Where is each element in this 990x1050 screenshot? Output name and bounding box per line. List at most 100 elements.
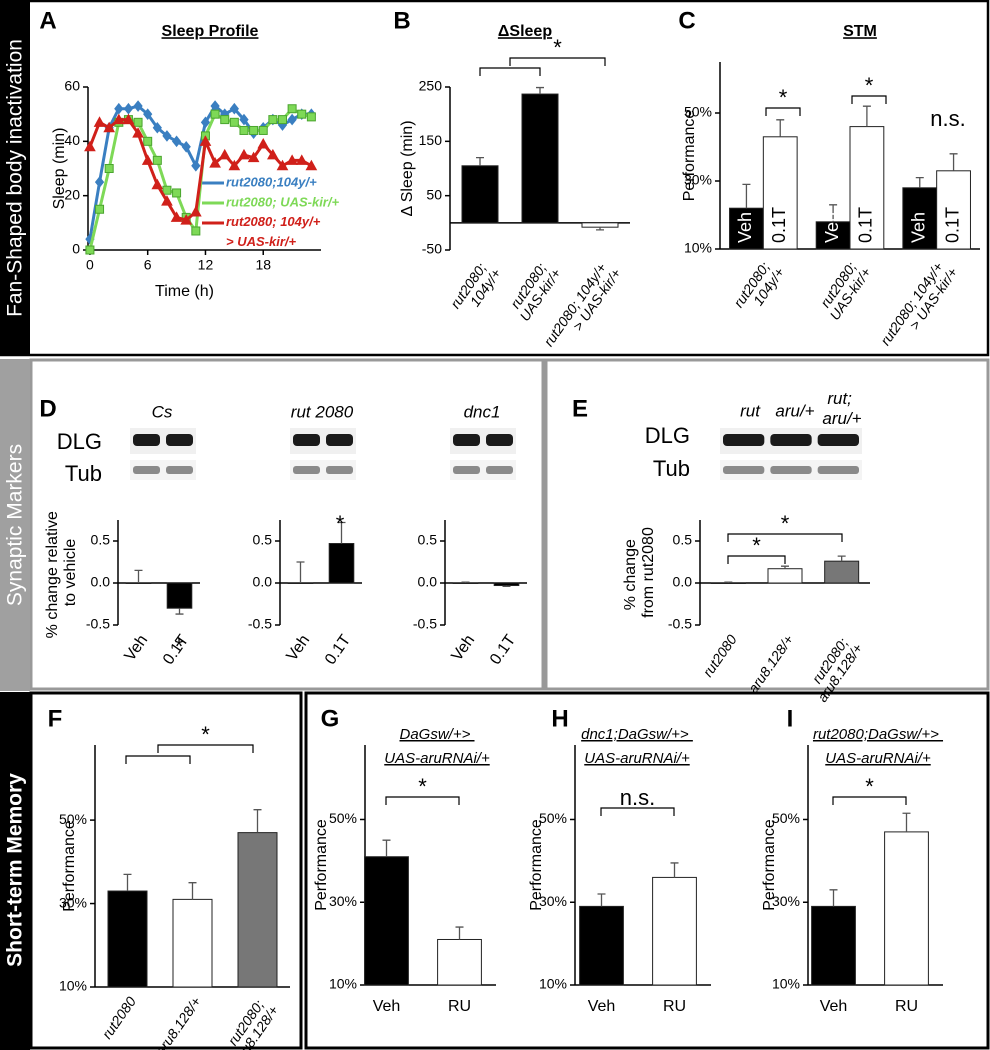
legend-label: rut2080; 104y/+ > UAS-kir/+ (226, 214, 324, 249)
blot-band (817, 466, 859, 474)
error-bar (455, 926, 464, 940)
marker (141, 154, 154, 165)
marker (238, 148, 250, 160)
blot-band (723, 434, 765, 446)
x-tick-label: rut2080; UAS-kir/+ (814, 256, 874, 323)
y-tick-label: 50% (772, 810, 800, 826)
x-tick-label: 0 (86, 257, 94, 273)
x-tick-label: Veh (820, 998, 848, 1015)
blot-band (486, 434, 513, 446)
significance-label: * (418, 774, 427, 799)
blot-band (326, 434, 353, 446)
blot-band (453, 466, 480, 474)
marker (85, 245, 95, 255)
y-tick-label: -0.5 (668, 616, 692, 632)
x-tick-label: RU (663, 998, 686, 1015)
x-tick-label: 6 (144, 257, 152, 273)
y-tick-label: 30% (539, 893, 567, 909)
bar (237, 832, 278, 988)
bracket (125, 755, 191, 764)
y-tick-label: 50% (539, 810, 567, 826)
blot-band (723, 466, 765, 474)
panel-letter: H (551, 705, 568, 732)
error-bar (123, 873, 132, 892)
marker (132, 127, 144, 138)
bar (521, 93, 559, 224)
y-axis-label: Performance (61, 820, 78, 912)
error-bar (837, 555, 846, 562)
marker (94, 176, 105, 188)
side-band (0, 692, 30, 1050)
marker (161, 195, 173, 206)
panel-letter: I (787, 705, 794, 732)
marker (170, 211, 183, 222)
significance-label: * (781, 511, 790, 536)
error-bar (175, 608, 184, 615)
blot-band (770, 434, 812, 446)
marker (249, 125, 259, 135)
significance-label: * (779, 85, 788, 110)
blot-row-label: DLG (645, 423, 690, 448)
panel-letter: G (321, 705, 340, 732)
y-axis-label: Performance (313, 819, 330, 911)
error-bar (461, 581, 470, 583)
x-tick-label: RU (448, 998, 471, 1015)
bar (364, 856, 409, 986)
chart-title: ΔSleep (498, 23, 552, 40)
marker (93, 116, 106, 127)
y-tick-label: -0.5 (413, 616, 437, 632)
marker (162, 130, 172, 142)
error-bar (596, 227, 604, 231)
x-tick-label: Veh (448, 632, 478, 664)
x-tick-label: 0.1T (487, 632, 519, 668)
marker (123, 102, 134, 115)
bar (581, 222, 619, 228)
y-axis-label: % change relative to vehicle (44, 507, 79, 639)
error-bar (902, 812, 911, 832)
y-axis-label: Performance (681, 110, 698, 202)
bar (824, 560, 860, 584)
chart-title: dnc1;DaGsw/+> UAS-aruRNAi/+ (581, 726, 693, 767)
lane-label: rut (740, 401, 761, 420)
marker (228, 159, 241, 171)
bar (493, 582, 520, 587)
y-tick-label: 60 (64, 78, 80, 94)
y-tick-label: 30% (59, 894, 87, 910)
y-tick-label: 40 (64, 132, 80, 148)
error-bar (776, 119, 785, 137)
error-bar (829, 889, 838, 907)
bar-label: 0.1T (942, 207, 962, 243)
y-tick-label: 50 (426, 186, 442, 202)
side-band (0, 359, 30, 691)
marker (191, 159, 201, 172)
y-tick-label: 10% (684, 240, 712, 256)
side-label: Synaptic Markers (4, 444, 27, 606)
marker (239, 113, 249, 126)
significance-label: * (865, 73, 874, 98)
marker (305, 159, 318, 171)
significance-label: * (336, 511, 345, 536)
blot-band (293, 434, 320, 446)
marker (229, 102, 239, 115)
error-bar (670, 862, 679, 878)
error-bar (781, 565, 789, 569)
blot-band (817, 434, 859, 446)
marker (171, 135, 182, 148)
bar (729, 207, 764, 250)
y-tick-label: 30% (684, 172, 712, 188)
legend-label: rut2080;104y/+ (226, 174, 317, 189)
panel-letter: E (572, 395, 588, 422)
marker (276, 159, 289, 171)
marker (277, 115, 287, 125)
x-tick-label: rut2080; aru8.128/+ (217, 994, 281, 1050)
y-tick-label: 10% (772, 976, 800, 992)
blot-band (326, 466, 353, 474)
side-label: Short-term Memory (4, 773, 27, 967)
blot-row-label: Tub (65, 461, 102, 486)
chart-title: STM (843, 23, 877, 40)
marker (257, 138, 270, 149)
significance-label: n.s. (620, 785, 655, 810)
side-band (0, 0, 30, 356)
error-bar (862, 105, 871, 127)
chart-title: rut 2080 (291, 402, 354, 421)
